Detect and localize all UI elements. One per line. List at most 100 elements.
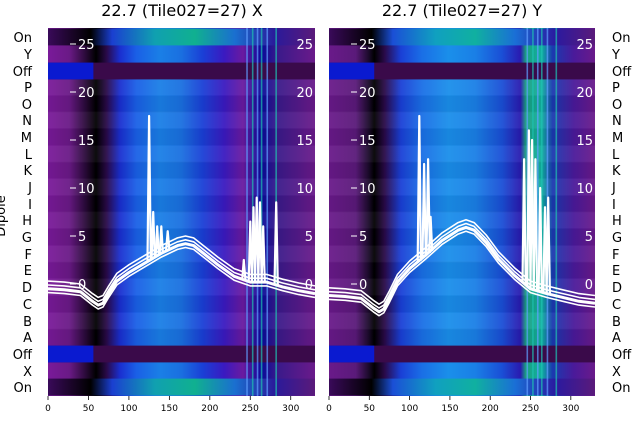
heatmap-row-k — [329, 161, 595, 179]
row-label-j: J — [611, 181, 616, 196]
overlay-spike — [165, 230, 171, 251]
row-label-i: I — [612, 198, 616, 213]
x-tick-label: 50 — [364, 404, 376, 414]
heatmap-row-b — [48, 312, 315, 330]
overlay-spike — [146, 114, 152, 261]
heatmap-row-a — [48, 328, 315, 346]
x-tick-label: 150 — [161, 404, 178, 414]
row-label-j: J — [27, 181, 32, 196]
heatmap-row-e — [329, 261, 595, 279]
x-tick-label: 300 — [282, 404, 299, 414]
overlay-tick-label-right: 25 — [296, 38, 313, 53]
overlay-spike — [273, 201, 279, 286]
heatmap-row-i — [329, 195, 595, 213]
heatmap-row-d — [329, 278, 595, 296]
row-label-x: X — [612, 365, 621, 380]
overlay-spike — [529, 138, 535, 290]
overlay-tick-label: 10 — [359, 182, 376, 197]
heatmap-streak — [536, 28, 539, 396]
heatmap-row-off — [48, 345, 315, 363]
heatmap-row-off-edge — [329, 345, 375, 363]
heatmap-row-off-edge — [48, 62, 94, 80]
panel-x-title: 22.7 (Tile027=27) X — [101, 1, 263, 20]
x-tick-label: 250 — [242, 404, 259, 414]
heatmap-row-f — [329, 245, 595, 263]
overlay-spike — [150, 210, 156, 259]
overlay-spike — [521, 158, 527, 284]
x-tick-label: 0 — [326, 404, 332, 414]
overlay-tick-label-right: 10 — [296, 182, 313, 197]
row-label-i: I — [28, 198, 32, 213]
overlay-tick-label: 15 — [359, 134, 376, 149]
heatmap-row-p — [48, 78, 315, 96]
row-label-l: L — [612, 148, 620, 163]
heatmap-row-p — [329, 78, 595, 96]
heatmap-row-j — [48, 178, 315, 196]
row-label-on: On — [612, 31, 630, 46]
row-label-k: K — [23, 164, 32, 179]
heatmap-row-on — [329, 28, 595, 46]
panel-y-heatmap-body — [329, 28, 595, 396]
x-tick-label: 300 — [562, 404, 579, 414]
overlay-tick-label: 20 — [78, 86, 95, 101]
panel-y-heatmap-cells — [329, 28, 595, 396]
panel-y-title: 22.7 (Tile027=27) Y — [382, 1, 543, 20]
heatmap-row-n — [329, 111, 595, 129]
heatmap-row-h — [48, 211, 315, 229]
row-label-h: H — [612, 214, 622, 229]
heatmap-row-on — [48, 378, 315, 396]
row-label-off: Off — [13, 65, 33, 80]
heatmap-row-o — [48, 95, 315, 113]
x-tick-label: 50 — [83, 404, 95, 414]
panel-x-overlay-ticks: 0 0 5 5 10 10 15 15 20 20 25 25 — [70, 38, 313, 293]
row-label-g: G — [22, 231, 32, 246]
y-axis-label: Dipole — [0, 195, 9, 236]
heatmap-row-b — [329, 312, 595, 330]
row-label-d: D — [612, 281, 622, 296]
heatmap-streak — [540, 28, 543, 396]
overlay-line-series — [48, 246, 315, 310]
panel-y-overlay-ticks: 0 0 5 5 10 10 15 15 20 20 25 25 — [351, 38, 593, 293]
overlay-spike — [254, 196, 260, 283]
overlay-spike — [154, 225, 160, 256]
row-label-l: L — [25, 148, 33, 163]
overlay-spike — [425, 158, 431, 254]
x-tick-label: 150 — [441, 404, 458, 414]
overlay-tick-label: 25 — [359, 38, 376, 53]
overlay-spike — [416, 114, 422, 261]
panel-y-x-ticks: 0 50 100 150 200 250 300 — [326, 396, 580, 414]
overlay-spike — [158, 225, 164, 254]
heatmap-row-o — [329, 95, 595, 113]
row-label-h: H — [22, 214, 32, 229]
overlay-tick-label-right: 20 — [576, 86, 593, 101]
overlay-tick-label: 10 — [78, 182, 95, 197]
overlay-tick-label-right: 25 — [576, 38, 593, 53]
heatmap-row-c — [48, 295, 315, 313]
overlay-tick-label: 0 — [359, 278, 367, 293]
panel-y: 0 0 5 5 10 10 15 15 20 20 25 25 — [329, 28, 595, 396]
heatmap-row-off — [329, 345, 595, 363]
row-label-a: A — [23, 331, 32, 346]
row-label-p: P — [612, 81, 620, 96]
row-label-n: N — [22, 114, 32, 129]
heatmap-streak — [260, 28, 263, 396]
overlay-spike — [257, 201, 263, 283]
row-label-off: Off — [612, 348, 632, 363]
overlay-tick-label-right: 20 — [296, 86, 313, 101]
x-tick-label: 0 — [45, 404, 51, 414]
heatmap-row-i — [48, 195, 315, 213]
overlay-spike — [427, 215, 434, 251]
overlay-tick-label-right: 10 — [576, 182, 593, 197]
heatmap-row-on — [329, 378, 595, 396]
heatmap-streak — [555, 28, 558, 396]
heatmap-streak — [266, 28, 269, 396]
heatmap-row-off — [329, 62, 595, 80]
panel-x-heatmap-body — [48, 28, 315, 396]
overlay-tick-label: 25 — [78, 38, 95, 53]
row-label-o: O — [612, 98, 622, 113]
heatmap-row-off-edge — [48, 345, 94, 363]
heatmap-row-on — [48, 28, 315, 46]
x-tick-label: 200 — [482, 404, 499, 414]
row-label-c: C — [612, 298, 621, 313]
row-label-off: Off — [13, 348, 33, 363]
